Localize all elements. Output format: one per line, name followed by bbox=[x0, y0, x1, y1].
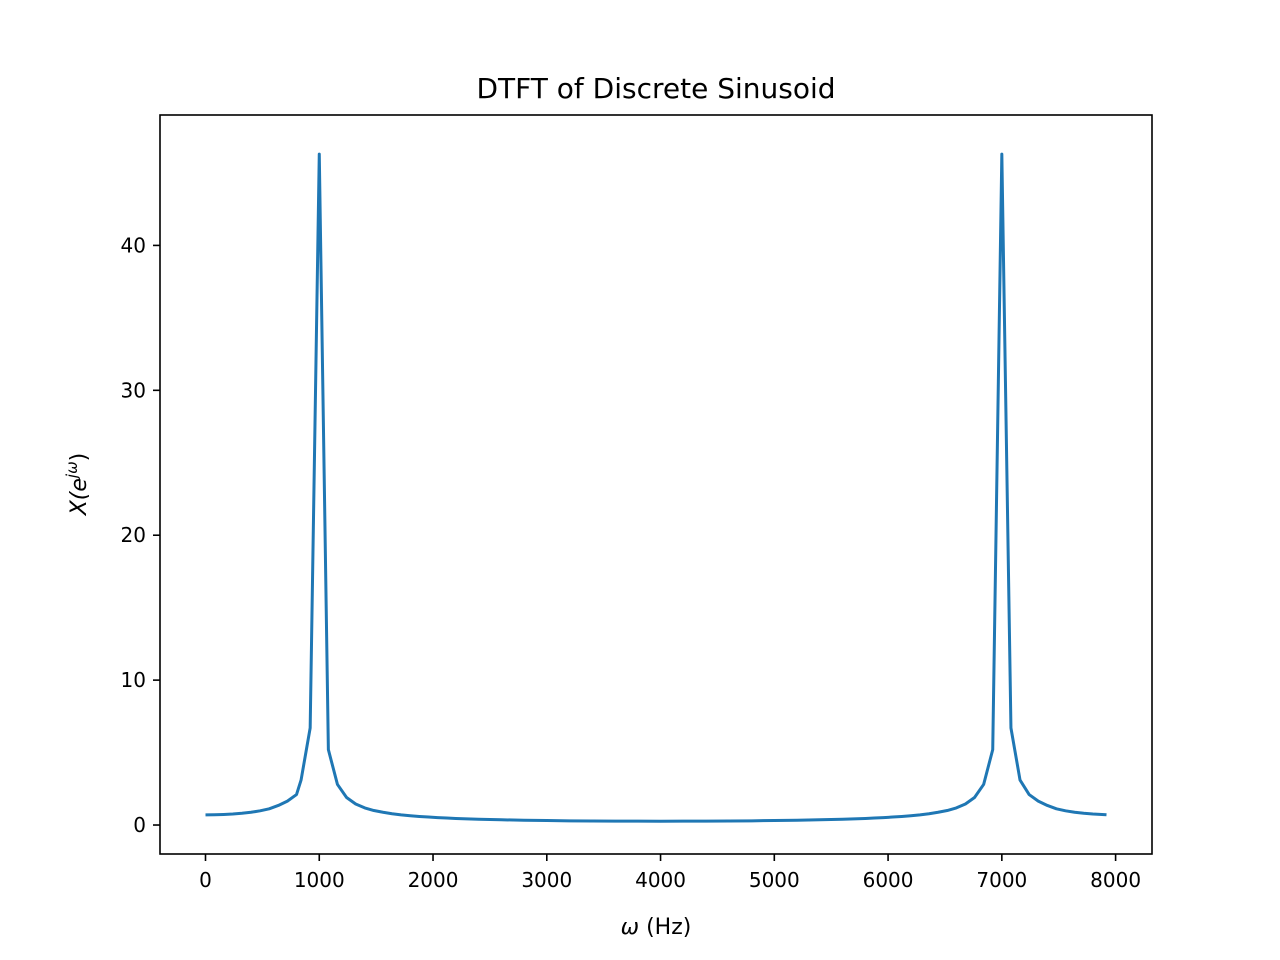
x-tick-label: 1000 bbox=[294, 868, 345, 892]
y-tick-label: 40 bbox=[121, 233, 146, 257]
y-tick-label: 10 bbox=[121, 668, 146, 692]
x-tick-label: 0 bbox=[199, 868, 212, 892]
x-tick-label: 3000 bbox=[521, 868, 572, 892]
x-tick-label: 2000 bbox=[408, 868, 459, 892]
y-axis-base: X(e bbox=[67, 478, 92, 516]
x-tick-label: 7000 bbox=[976, 868, 1027, 892]
x-axis-unit: (Hz) bbox=[639, 915, 691, 940]
y-tick-label: 20 bbox=[121, 523, 146, 547]
y-axis-title: X(ejω) bbox=[63, 453, 92, 517]
series-line-0 bbox=[205, 152, 1107, 823]
x-tick-label: 4000 bbox=[635, 868, 686, 892]
plot-frame bbox=[159, 114, 1153, 855]
chart-title: DTFT of Discrete Sinusoid bbox=[476, 72, 835, 105]
x-tick-label: 5000 bbox=[749, 868, 800, 892]
x-tick-label: 8000 bbox=[1090, 868, 1141, 892]
y-axis-superscript: jω bbox=[63, 461, 81, 480]
x-axis-symbol: ω bbox=[621, 915, 639, 940]
y-tick-label: 30 bbox=[121, 378, 146, 402]
y-axis-close: ) bbox=[67, 453, 92, 462]
x-axis-title: ω (Hz) bbox=[621, 915, 692, 940]
plot-area bbox=[205, 152, 1107, 823]
axis-ticks: 0 1000 2000 3000 4000 5000 6000 7000 8000 0 10 20 30… bbox=[121, 233, 1142, 892]
x-tick-label: 6000 bbox=[863, 868, 914, 892]
y-tick-label: 0 bbox=[133, 813, 146, 837]
